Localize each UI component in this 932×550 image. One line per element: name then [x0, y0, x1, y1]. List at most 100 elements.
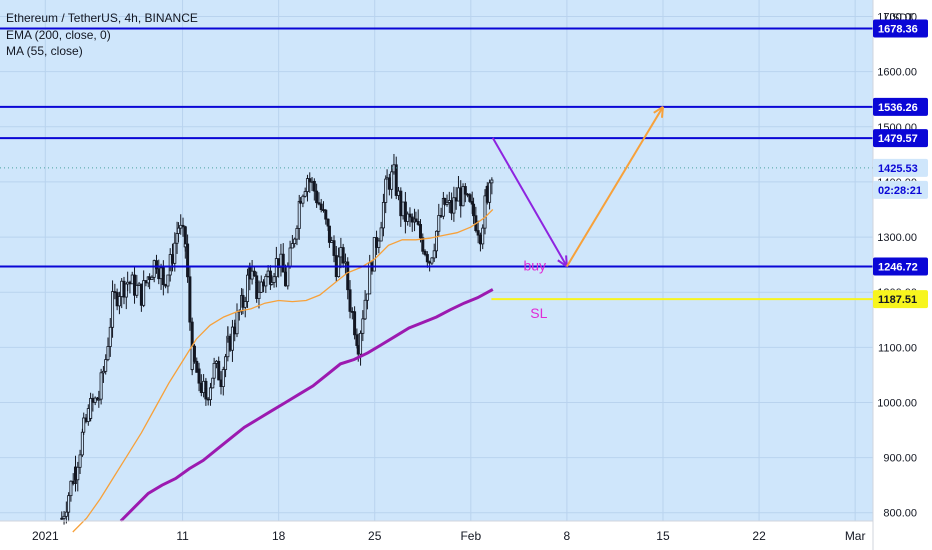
candle-body: [470, 201, 474, 205]
stop-loss-price-tag-text: 1187.51: [878, 294, 917, 306]
ma-55-line: [72, 209, 494, 533]
candle-body: [126, 281, 130, 285]
candle-body: [80, 431, 84, 456]
price-tick-label: 1300.00: [877, 232, 917, 244]
candles: [60, 153, 494, 525]
candle-body: [208, 387, 212, 400]
candle-body: [224, 356, 228, 370]
candle-body: [423, 250, 427, 255]
candle-body: [368, 262, 372, 295]
candle-body: [454, 197, 458, 202]
candle-body: [430, 257, 434, 264]
candle-body: [339, 247, 343, 258]
candle-body: [321, 209, 325, 211]
candle-body: [84, 417, 88, 422]
candle-body: [410, 216, 414, 223]
candle-body: [133, 274, 137, 296]
candle-body: [228, 335, 232, 351]
candle-body: [101, 370, 105, 374]
candle-body: [326, 218, 330, 227]
candle-body: [248, 267, 252, 280]
candle-body: [186, 243, 190, 278]
candle-body: [173, 242, 177, 264]
candle-body: [363, 299, 367, 320]
candle-body: [250, 270, 254, 280]
candle-body: [152, 260, 156, 278]
candle-body: [157, 268, 161, 280]
candle-body: [476, 230, 480, 236]
candle-body: [315, 190, 319, 204]
drawings[interactable]: buy SL: [491, 105, 664, 321]
candle-body: [317, 202, 321, 205]
candle-body: [447, 200, 451, 203]
candle-body: [365, 293, 369, 301]
candle-body: [483, 195, 487, 229]
candle-body: [233, 330, 237, 335]
time-tick-label: Feb: [460, 529, 481, 543]
symbol-title[interactable]: Ethereum / TetherUS, 4h, BINANCE: [6, 11, 198, 25]
candle-body: [375, 237, 379, 248]
projection-arrow-up: [566, 106, 664, 267]
candle-body: [341, 247, 345, 264]
ema-legend[interactable]: EMA (200, close, 0): [6, 27, 111, 42]
candle-body: [308, 178, 312, 183]
candle-body: [124, 283, 128, 298]
candle-body: [122, 280, 126, 298]
time-tick-label: 8: [564, 529, 571, 543]
candle-body: [279, 253, 283, 268]
horizontal-levels[interactable]: [0, 27, 873, 301]
candle-body: [202, 380, 206, 393]
candle-body: [399, 190, 403, 217]
candle-body: [137, 283, 141, 286]
candle-body: [195, 360, 199, 373]
candle-body: [350, 311, 354, 313]
candle-body: [168, 254, 172, 267]
candle-body: [161, 275, 165, 286]
candle-body: [361, 318, 365, 334]
candle-body: [295, 228, 299, 240]
time-axis[interactable]: 2021 11 18 25 Feb 8 15 22 Mar: [0, 520, 873, 543]
level-price-tag-text: 1536.26: [878, 102, 918, 114]
candle-body: [450, 200, 454, 214]
candle-body: [303, 191, 307, 197]
time-tick-label: 2021: [32, 529, 59, 543]
candle-body: [113, 291, 117, 294]
candle-body: [272, 276, 276, 283]
candle-body: [214, 360, 218, 364]
candle-body: [463, 186, 467, 195]
candle-body: [481, 227, 485, 245]
last-price-tag-text: 1425.53: [878, 163, 918, 175]
candle-body: [466, 193, 470, 196]
candle-body: [241, 295, 245, 308]
candle-body: [71, 480, 75, 484]
candle-body: [284, 271, 288, 287]
candle-body: [281, 253, 285, 273]
candle-body: [142, 280, 146, 306]
time-tick-label: 18: [272, 529, 286, 543]
candle-body: [425, 254, 429, 263]
price-tick-label: 900.00: [883, 453, 917, 465]
candle-body: [255, 275, 259, 283]
candle-body: [266, 270, 270, 277]
projection-arrow-up-head: [653, 105, 664, 114]
candle-body: [270, 282, 274, 285]
stop-loss-price-tag: [873, 290, 928, 309]
ma-legend[interactable]: MA (55, close): [6, 44, 83, 58]
candle-body: [394, 164, 398, 196]
candle-body: [144, 280, 148, 284]
candle-body: [416, 221, 420, 225]
candle-body: [355, 334, 359, 346]
candle-body: [166, 274, 170, 287]
candle-body: [264, 275, 268, 287]
candle-body: [99, 372, 103, 400]
candle-body: [372, 237, 376, 272]
candle-body: [286, 266, 290, 287]
candle-body: [379, 227, 383, 242]
plot-background: [0, 0, 873, 521]
candle-body: [86, 408, 90, 422]
candle-body: [67, 495, 71, 513]
candle-body: [299, 200, 303, 204]
level-price-tag-text: 1246.72: [878, 261, 918, 273]
candle-body: [197, 368, 201, 384]
